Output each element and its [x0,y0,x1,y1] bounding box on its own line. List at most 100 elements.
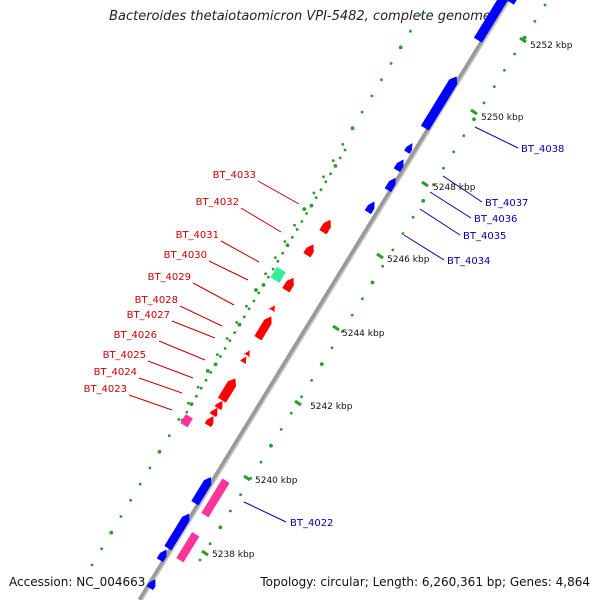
gc-dot [322,175,325,179]
gene-block-reverse[interactable] [204,416,214,428]
gene-label-bt-4037[interactable]: BT_4037 [485,198,528,209]
gc-dot [185,410,189,414]
gc-dot [350,313,354,317]
gc-dot [418,13,422,17]
kbp-tick [332,324,340,332]
kbp-tick [294,399,302,407]
kbp-scale: 5238 kbp 5240 kbp 5242 kbp 5244 kbp 5246 kbp… [201,36,573,560]
gene-label-bt-4033[interactable]: BT_4033 [213,170,256,181]
gc-dot [338,156,342,160]
gc-dot [329,172,332,176]
gene-label-bt-4029[interactable]: BT_4029 [148,272,191,283]
gc-dot [235,321,239,324]
gene-label-bt-4036[interactable]: BT_4036 [474,214,517,225]
gene-block-reverse[interactable] [303,244,314,258]
leader-line [474,126,519,149]
gc-dot [229,509,232,513]
gc-dot [492,85,496,88]
kbp-label: 5246 kbp [387,255,430,265]
gene-block-forward[interactable] [473,0,508,43]
gene-block-forward[interactable] [506,0,518,5]
gc-dot [333,164,338,168]
gene-block-forward[interactable] [364,201,375,215]
gc-dot [279,428,283,431]
gc-dot [409,29,412,33]
gc-dot [305,212,308,215]
gc-dot [290,236,294,239]
gene-labels: BT_4022 BT_4034 BT_4035 BT_4036 BT_4037 BT_40… [84,144,565,529]
gene-block-forward[interactable] [404,143,413,154]
gene-block-reverse[interactable] [217,378,237,403]
gc-dot [276,259,280,263]
kbp-tick [376,252,384,260]
gc-dot [237,322,242,327]
gene-label-bt-4030[interactable]: BT_4030 [164,250,207,261]
gene-block-rna[interactable] [176,531,200,563]
gene-block-forward[interactable] [191,477,212,506]
gc-dot [216,353,219,357]
gc-dot [233,331,237,334]
gc-dot [259,460,263,464]
gc-dot [370,94,374,98]
gc-dot-track-left [90,13,422,567]
gene-block-forward[interactable] [164,513,190,551]
gc-dot [452,150,456,154]
gc-dot [289,411,293,415]
leader-line [128,394,173,411]
gene-label-bt-4032[interactable]: BT_4032 [196,197,239,208]
gene-label-bt-4035[interactable]: BT_4035 [463,231,506,242]
gene-block-forward[interactable] [393,159,404,173]
gene-block-reverse[interactable] [239,356,247,365]
gc-dot [119,515,123,518]
gc-dot [109,530,114,535]
gene-label-bt-4028[interactable]: BT_4028 [135,295,178,306]
gc-dot [261,283,266,287]
gene-block-reverse[interactable] [268,305,275,314]
gene-label-bt-4027[interactable]: BT_4027 [127,310,170,321]
gene-block-rna[interactable] [180,414,193,428]
kbp-tick [201,549,209,557]
kbp-label: 5248 kbp [433,183,476,193]
kbp-label: 5250 kbp [481,113,524,123]
gc-dot [543,3,547,7]
gene-block-forward[interactable] [156,549,167,563]
gc-dot [198,558,202,562]
kbp-tick [519,36,527,44]
gc-dot [319,362,324,366]
gene-block-reverse[interactable] [209,407,218,418]
gene-block-forward[interactable] [384,177,396,193]
kbp-label: 5252 kbp [530,41,573,51]
gene-block-rna[interactable] [201,478,230,518]
gc-dot-track-right [198,3,547,562]
leader-line [147,360,194,379]
gene-label-bt-4023[interactable]: BT_4023 [84,384,127,395]
kbp-tick [243,474,251,482]
gene-label-bt-4034[interactable]: BT_4034 [447,256,490,267]
gene-track [146,0,518,591]
gc-dot [218,525,223,530]
gene-block-reverse[interactable] [214,400,223,411]
gene-label-bt-4031[interactable]: BT_4031 [176,230,219,241]
gc-dot [167,434,171,437]
gene-block-reverse[interactable] [254,316,272,341]
gene-label-bt-4026[interactable]: BT_4026 [114,330,157,341]
gc-dot [283,240,287,243]
gc-dot [432,183,435,187]
gene-label-bt-4025[interactable]: BT_4025 [103,350,146,361]
leader-line [429,191,472,219]
gene-block-forward[interactable] [420,76,458,131]
gc-dot [341,143,345,146]
gc-dot [196,385,200,389]
gc-dot [421,199,426,203]
gene-label-bt-4038[interactable]: BT_4038 [521,144,564,155]
leader-line [158,340,206,361]
gene-label-bt-4024[interactable]: BT_4024 [94,367,137,378]
gene-block-reverse[interactable] [243,350,250,359]
gene-block-other[interactable] [270,266,286,283]
gene-block-reverse[interactable] [282,277,294,293]
gene-block-reverse[interactable] [319,219,331,235]
gene-block-forward[interactable] [146,579,156,591]
gene-label-bt-4022[interactable]: BT_4022 [290,518,333,529]
gc-dot [257,291,261,295]
